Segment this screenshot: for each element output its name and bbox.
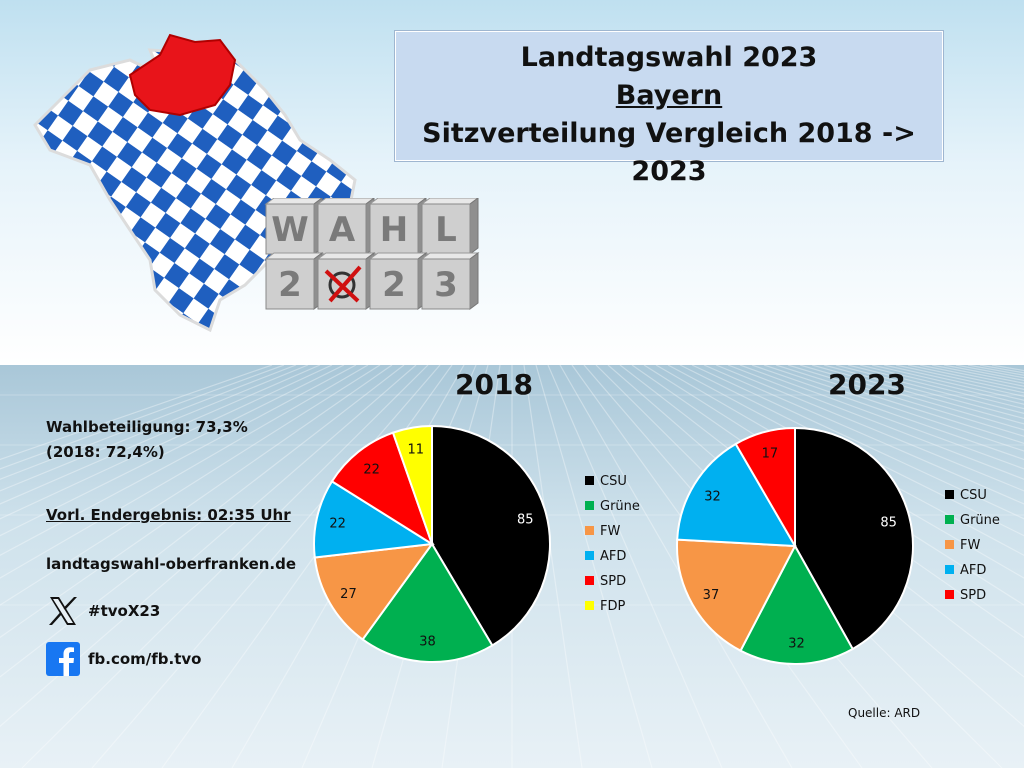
data-label: 17 [762,447,779,462]
legend-entry: SPD [960,588,986,603]
cube-char: 2 [382,265,406,305]
legend-swatch [945,490,954,499]
legend-entry: FDP [600,599,625,614]
facebook-logo-icon [46,642,80,676]
pie-slice-csu [431,424,551,647]
turnout-text: Wahlbeteiligung: 73,3% [46,418,248,436]
facebook-text: fb.com/fb.tvo [88,650,202,668]
cube-char: H [380,210,408,250]
title-line2: Bayern [615,80,723,111]
pie-slice-spd [734,426,796,550]
wahl-cubes-logo: W A H L2 2 3 [264,198,480,310]
pie-slice-grüne [361,542,494,663]
legend-swatch [585,501,594,510]
legend-swatch [585,576,594,585]
title-line3: Sitzverteilung Vergleich 2018 -> 2023 [422,118,916,187]
pie-slice-csu [794,426,914,651]
x-handle-text: #tvoX23 [88,602,161,620]
pie-slice-afd [676,442,797,548]
legend-entry: SPD [600,574,626,589]
chart-2018-title: 2018 [455,368,533,401]
data-label: 27 [340,587,357,602]
data-label: 85 [517,512,534,527]
data-label: 38 [419,635,436,650]
data-label: 85 [880,516,897,531]
legend-swatch [585,551,594,560]
legend-swatch [945,590,954,599]
title-box: Landtagswahl 2023 Bayern Sitzverteilung … [395,31,943,187]
x-logo-icon [49,597,77,625]
cube-char: 2 [278,265,302,305]
chart-2023-title: 2023 [828,368,906,401]
turnout-prev-text: (2018: 72,4%) [46,443,165,461]
pie-slice-fw [676,538,797,653]
data-label: 22 [329,517,346,532]
data-label: 37 [703,588,720,603]
pie-slice-spd [330,431,434,547]
pie-slice-fw [313,542,435,641]
legend-entry: AFD [960,563,986,578]
legend-swatch [585,476,594,485]
legend-swatch [945,565,954,574]
data-label: 11 [407,443,424,458]
legend-entry: CSU [960,488,987,503]
legend-swatch [945,515,954,524]
data-label: 22 [363,462,380,477]
source-text: Quelle: ARD [848,706,921,720]
website-text: landtagswahl-oberfranken.de [46,555,297,573]
ballot-cross-icon [324,265,362,303]
legend-swatch [945,540,954,549]
legend-swatch [585,526,594,535]
legend-entry: CSU [600,474,627,489]
legend-entry: FW [960,538,980,553]
legend-entry: Grüne [600,499,640,514]
pie-slice-afd [313,480,435,559]
result-time-text: Vorl. Endergebnis: 02:35 Uhr [46,506,291,524]
pie-slice-fdp [391,424,433,545]
cube-char: 3 [434,265,458,305]
data-label: 32 [704,489,721,504]
cube-char: L [435,210,457,250]
title-line1: Landtagswahl 2023 [520,42,818,73]
ballot-circle-icon [328,271,356,299]
legend-entry: Grüne [960,513,1000,528]
data-label: 32 [788,637,805,652]
legend-swatch [585,601,594,610]
cube-char: A [329,210,356,250]
cube-char: W [271,210,309,250]
legend-entry: AFD [600,549,626,564]
pie-slice-grüne [739,543,855,665]
legend-entry: FW [600,524,620,539]
